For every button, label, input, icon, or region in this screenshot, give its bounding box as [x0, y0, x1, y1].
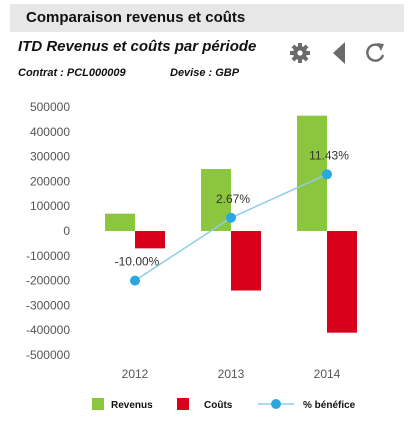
benefice-data-label: -10.00% [115, 255, 160, 269]
currency-info: Devise : GBP [170, 67, 240, 79]
bar-couts [327, 231, 357, 333]
y-tick-label: 200000 [30, 174, 70, 188]
bar-revenus [105, 213, 135, 231]
y-tick-label: 300000 [30, 150, 70, 164]
benefice-point [226, 212, 236, 223]
y-tick-label: -200000 [26, 274, 70, 288]
legend-label-revenus: Revenus [111, 400, 153, 411]
y-tick-label: 0 [63, 224, 70, 238]
x-tick-label: 2013 [218, 367, 245, 381]
bar-couts [231, 231, 261, 291]
gear-icon[interactable] [287, 40, 313, 66]
benefice-data-label: 11.43% [309, 148, 349, 162]
x-tick-label: 2014 [314, 367, 341, 381]
legend-label-couts: Coûts [204, 400, 233, 411]
widget-title: Comparaison revenus et coûts [26, 9, 246, 26]
back-triangle-icon[interactable] [326, 40, 352, 66]
benefice-point [130, 275, 140, 286]
y-tick-label: -300000 [26, 298, 70, 312]
refresh-icon[interactable] [362, 40, 388, 66]
contract-info: Contrat : PCL000009 [18, 67, 126, 79]
benefice-point [322, 169, 332, 180]
legend-marker-benefice [271, 399, 281, 409]
legend-label-benefice: % bénéfice [303, 400, 356, 411]
y-tick-label: 500000 [30, 100, 70, 114]
y-tick-label: 400000 [30, 125, 70, 139]
legend-swatch-couts [177, 398, 189, 410]
y-tick-label: -400000 [26, 323, 70, 337]
y-tick-label: -100000 [26, 249, 70, 263]
y-tick-label: 100000 [30, 199, 70, 213]
chart-subtitle: ITD Revenus et coûts par période [18, 38, 257, 55]
benefice-data-label: 2.67% [216, 192, 250, 206]
legend-swatch-revenus [92, 398, 104, 410]
y-tick-label: -500000 [26, 348, 70, 362]
widget-header: Comparaison revenus et coûts [10, 4, 404, 32]
bar-couts [135, 231, 165, 249]
x-tick-label: 2012 [122, 367, 149, 381]
bar-revenus [297, 115, 327, 231]
